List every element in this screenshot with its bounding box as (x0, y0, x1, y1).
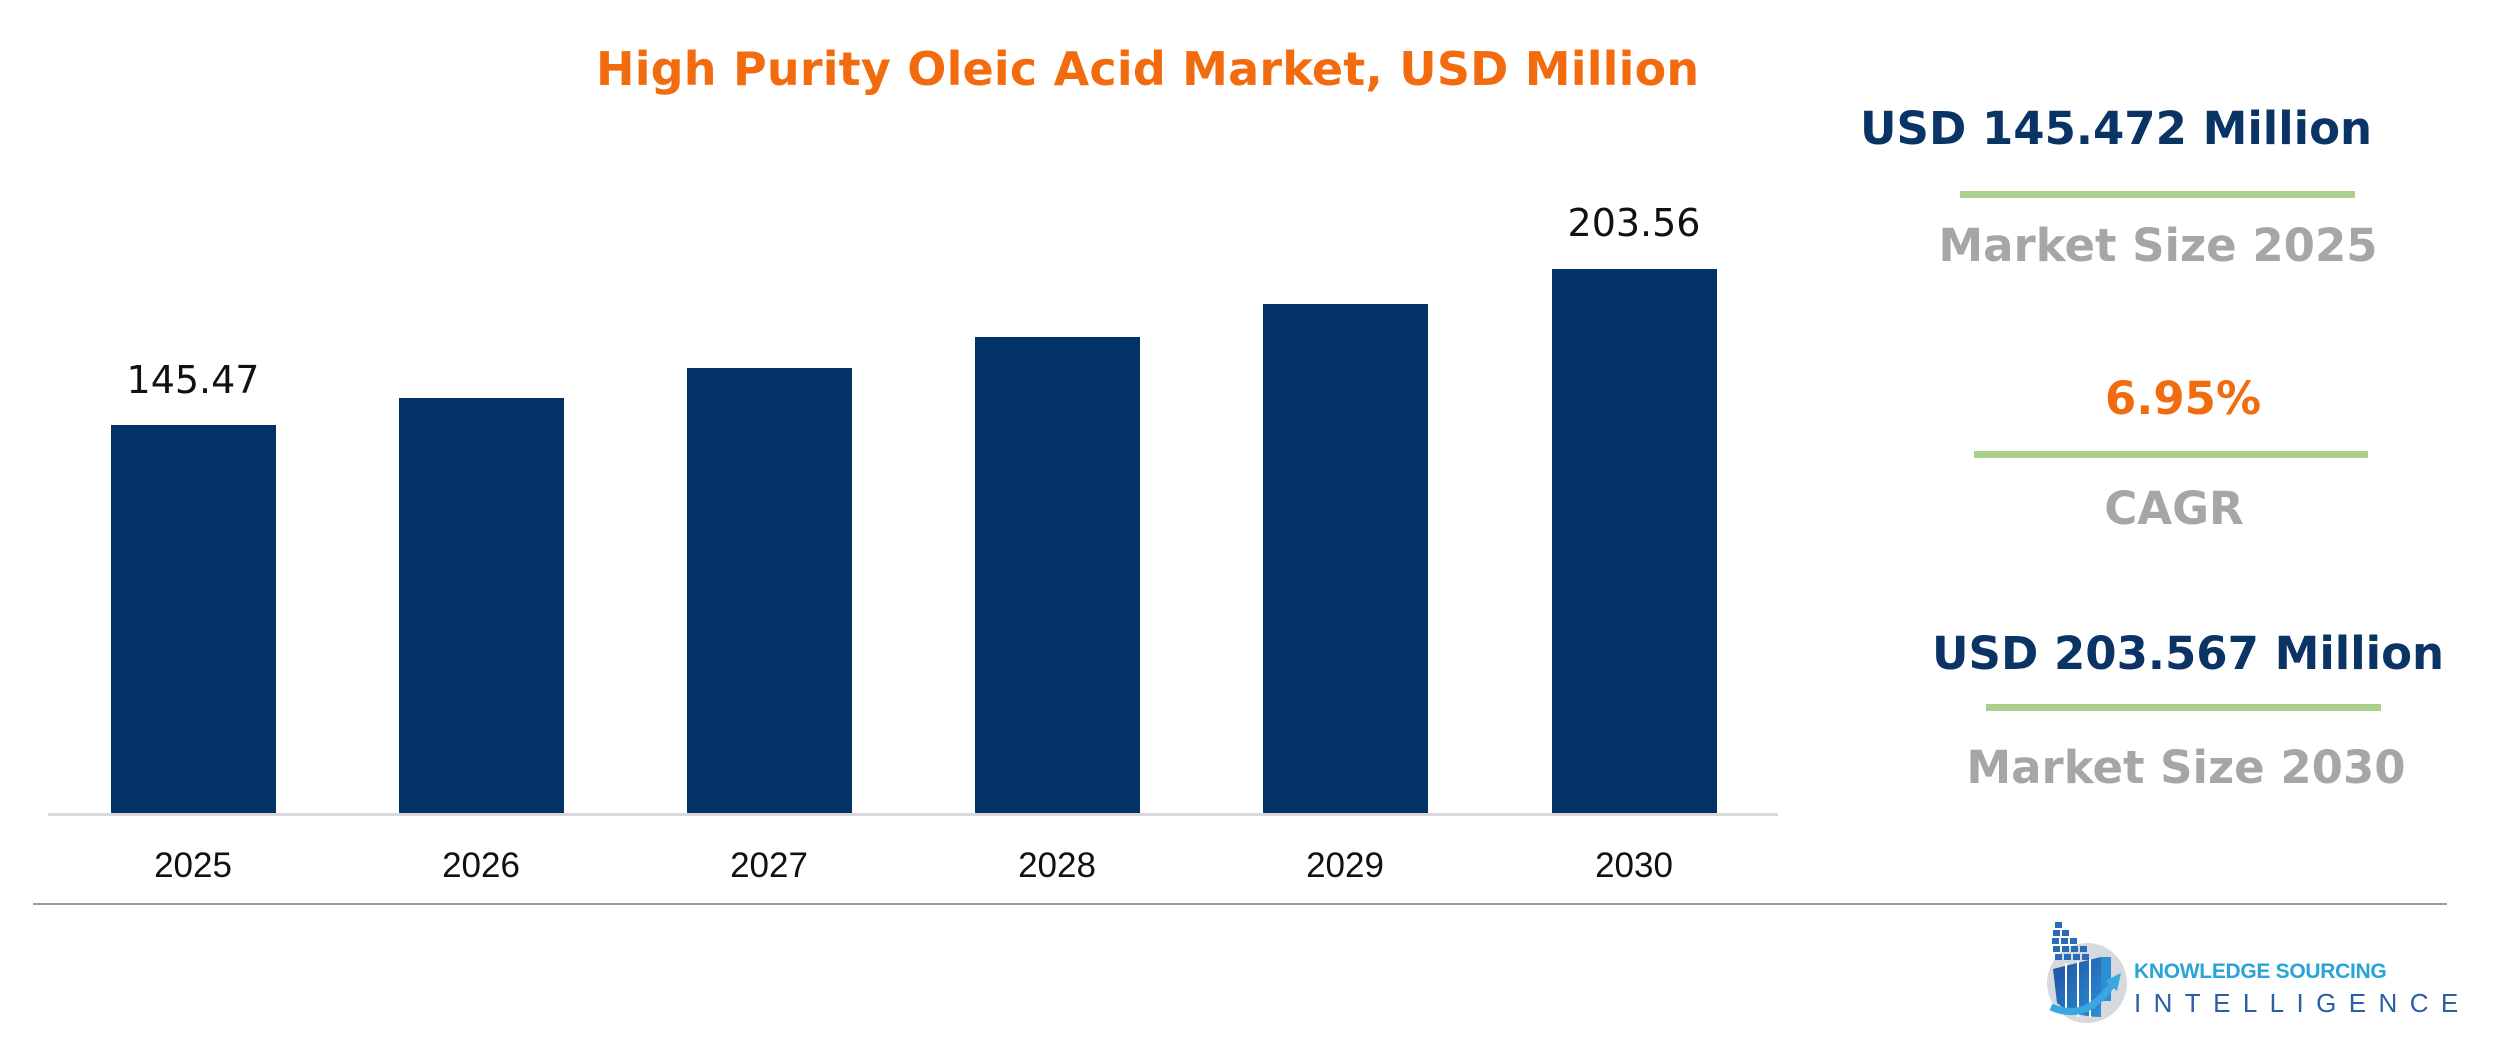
bar-2029 (1263, 304, 1428, 814)
x-axis-line (48, 813, 1778, 816)
footer-divider (33, 903, 2447, 905)
logo-text-knowledge-sourcing: KNOWLEDGE SOURCING (2134, 960, 2387, 983)
x-tick-2029: 2029 (1306, 846, 1384, 885)
kpi-divider-1 (1960, 191, 2355, 198)
kpi-divider-2 (1974, 451, 2368, 458)
x-tick-2025: 2025 (154, 846, 232, 885)
data-label-2025: 145.47 (126, 358, 260, 402)
kpi-cagr-value: 6.95% (2104, 372, 2262, 425)
kpi-market-size-2025-caption: Market Size 2025 (1938, 219, 2378, 272)
kpi-market-size-2025-value: USD 145.472 Million (1860, 102, 2373, 155)
kpi-market-size-2030-value: USD 203.567 Million (1932, 627, 2445, 680)
x-tick-2026: 2026 (442, 846, 520, 885)
x-tick-2027: 2027 (730, 846, 808, 885)
bar-2027 (687, 368, 852, 814)
bar-2030 (1552, 269, 1717, 814)
kpi-divider-3 (1986, 704, 2381, 711)
data-label-2030: 203.56 (1567, 201, 1701, 245)
logo-text-intelligence: INTELLIGENCE (2134, 988, 2471, 1018)
chart-title-text: High Purity Oleic Acid Market, USD Milli… (596, 42, 1700, 96)
bar-2025 (111, 425, 276, 814)
kpi-cagr-caption: CAGR (2104, 482, 2244, 535)
bar-2028 (975, 337, 1140, 814)
kpi-market-size-2030-caption: Market Size 2030 (1966, 741, 2406, 794)
logo-globe-icon (2047, 922, 2127, 1023)
x-tick-2030: 2030 (1595, 846, 1673, 885)
x-tick-2028: 2028 (1018, 846, 1096, 885)
bar-2026 (399, 398, 564, 814)
